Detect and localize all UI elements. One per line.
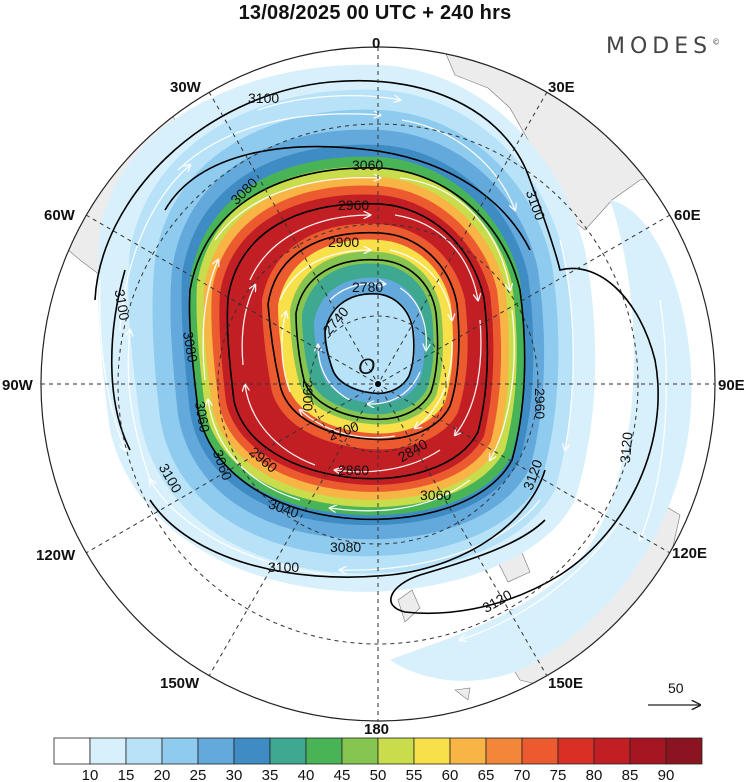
contour-label: 2960	[532, 388, 548, 419]
map-boundary	[40, 46, 716, 722]
colorbar-swatch	[125, 737, 163, 765]
colorbar-tick-label: 40	[298, 767, 315, 782]
colorbar-tick-label: 65	[478, 767, 495, 782]
colorbar-tick-label: 25	[190, 767, 207, 782]
wind-speed-shading	[98, 64, 692, 681]
colorbar-tick-label: 15	[118, 767, 135, 782]
lon-label-90e: 90E	[718, 377, 745, 394]
modes-logo: MODES©	[606, 34, 720, 59]
colorbar-swatch	[341, 737, 379, 765]
contour-label: 3120	[617, 431, 636, 464]
contour-label: 2860	[338, 462, 369, 478]
reference-vector: 50	[648, 680, 700, 705]
longitude-labels: 0 30E 60E 90E 120E 150E 180 150W 120W 90…	[2, 35, 745, 738]
contour-label: 2960	[338, 197, 369, 213]
map-disc	[41, 47, 715, 721]
colorbar-tick-label: 70	[514, 767, 531, 782]
colorbar-swatch	[197, 737, 235, 765]
reference-vector-label: 50	[668, 680, 684, 696]
lon-label-90w: 90W	[2, 377, 34, 394]
colorbar-swatch	[89, 737, 127, 765]
streamlines	[99, 96, 667, 640]
colorbar-swatch	[521, 737, 559, 765]
contour-label: 3060	[192, 400, 213, 434]
map-title: 13/08/2025 00 UTC + 240 hrs	[238, 2, 512, 24]
colorbar-tick-label: 85	[622, 767, 639, 782]
contour-label: 3100	[112, 288, 133, 322]
lon-label-120e: 120E	[672, 545, 707, 562]
colorbar-swatch	[413, 737, 451, 765]
colorbar-tick-label: 55	[406, 767, 423, 782]
contour-label: 2900	[300, 380, 316, 411]
lon-label-120w: 120W	[36, 547, 76, 564]
colorbar-tick-label: 35	[262, 767, 279, 782]
colorbar-swatch	[53, 737, 91, 765]
lon-label-60e: 60E	[674, 207, 701, 224]
center-label: O	[358, 354, 375, 379]
contour-label: 3060	[352, 157, 383, 173]
colorbar-swatch	[305, 737, 343, 765]
colorbar-tick-label: 10	[82, 767, 99, 782]
contour-label: 3100	[268, 559, 299, 575]
pole-marker	[375, 381, 381, 387]
colorbar-swatch	[233, 737, 271, 765]
contour-label: 3100	[248, 90, 279, 106]
brand-text: MODES	[606, 34, 713, 59]
contour-label: 3080	[180, 330, 201, 364]
colorbar-tick-label: 20	[154, 767, 171, 782]
colorbar-swatch	[377, 737, 415, 765]
colorbar-tick-label: 90	[658, 767, 675, 782]
colorbar: 10 15 20 25 30 35 40 45 50 55 60 65 70 75 80 85 90	[53, 737, 703, 782]
colorbar-swatch	[629, 737, 667, 765]
colorbar-tick-label: 75	[550, 767, 567, 782]
colorbar-swatch	[449, 737, 487, 765]
copyright-mark: ©	[712, 37, 721, 47]
lon-label-150w: 150W	[160, 675, 200, 692]
lon-label-0: 0	[372, 35, 380, 52]
lon-label-30e: 30E	[548, 79, 575, 96]
lon-label-60w: 60W	[44, 207, 76, 224]
colorbar-swatch	[161, 737, 199, 765]
colorbar-tick-label: 60	[442, 767, 459, 782]
lon-label-150e: 150E	[548, 675, 583, 692]
colorbar-swatch	[269, 737, 307, 765]
colorbar-swatch	[593, 737, 631, 765]
height-contours	[94, 80, 659, 614]
colorbar-swatch	[485, 737, 523, 765]
colorbar-tick-label: 50	[370, 767, 387, 782]
colorbar-tick-label: 30	[226, 767, 243, 782]
colorbar-swatch	[557, 737, 595, 765]
contour-label: 3080	[330, 539, 361, 555]
colorbar-swatch	[665, 737, 703, 765]
contour-label: 2900	[328, 234, 359, 250]
contour-label: 3060	[420, 487, 451, 503]
lon-label-180: 180	[364, 721, 389, 738]
colorbar-tick-label: 45	[334, 767, 351, 782]
contour-label: 2780	[352, 279, 383, 295]
colorbar-tick-label: 80	[586, 767, 603, 782]
lon-label-30w: 30W	[170, 79, 202, 96]
